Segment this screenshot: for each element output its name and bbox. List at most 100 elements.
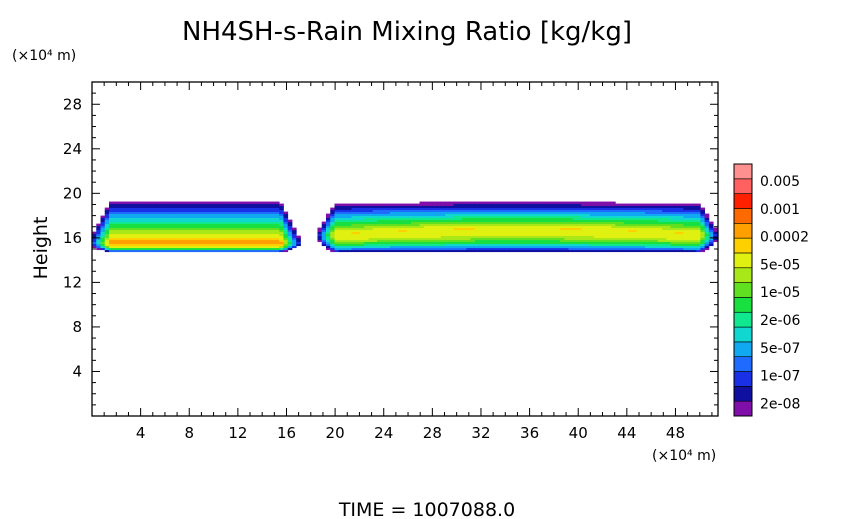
heatmap-cell	[406, 211, 412, 214]
heatmap-cell	[611, 245, 616, 249]
heatmap-cell	[130, 205, 135, 208]
heatmap-cell	[594, 217, 599, 221]
heatmap-cell	[151, 205, 157, 208]
heatmap-cell	[228, 243, 233, 247]
heatmap-cell	[181, 219, 186, 223]
heatmap-cell	[270, 219, 276, 223]
heatmap-cell	[134, 211, 140, 214]
heatmap-cell	[126, 249, 131, 253]
heatmap-cell	[653, 231, 659, 235]
heatmap-cell	[649, 221, 654, 225]
heatmap-cell	[483, 231, 489, 235]
heatmap-cell	[419, 231, 425, 235]
heatmap-cell	[534, 215, 540, 219]
heatmap-cell	[394, 239, 399, 243]
heatmap-cell	[513, 247, 518, 251]
heatmap-cell	[679, 249, 684, 253]
heatmap-cell	[185, 211, 191, 214]
heatmap-cell	[487, 201, 493, 204]
heatmap-cell	[257, 217, 263, 221]
heatmap-cell	[657, 235, 663, 239]
heatmap-cell	[517, 203, 523, 206]
heatmap-cell	[534, 245, 540, 249]
heatmap-cell	[500, 201, 506, 204]
heatmap-cell	[262, 229, 267, 233]
heatmap-cell	[649, 245, 654, 249]
heatmap-cell	[109, 211, 114, 214]
heatmap-cell	[415, 217, 420, 221]
heatmap-cell	[525, 211, 531, 214]
heatmap-cell	[594, 211, 599, 214]
heatmap-cell	[530, 243, 535, 247]
heatmap-cell	[517, 213, 523, 216]
heatmap-cell	[657, 237, 663, 241]
heatmap-cell	[679, 233, 684, 237]
heatmap-cell	[474, 235, 480, 239]
heatmap-cell	[645, 211, 650, 214]
heatmap-cell	[232, 237, 238, 241]
heatmap-cell	[253, 235, 259, 239]
heatmap-cell	[194, 201, 199, 204]
heatmap-cell	[708, 239, 714, 243]
heatmap-cell	[143, 211, 148, 214]
heatmap-cell	[398, 239, 403, 243]
heatmap-cell	[606, 229, 612, 233]
heatmap-cell	[662, 235, 667, 239]
heatmap-cell	[704, 215, 710, 219]
heatmap-cell	[670, 249, 676, 253]
colorbar-swatch	[733, 400, 753, 417]
heatmap-cell	[636, 225, 642, 229]
heatmap-cell	[394, 229, 399, 233]
heatmap-cell	[364, 213, 369, 216]
heatmap-cell	[547, 223, 552, 227]
heatmap-cell	[662, 233, 667, 237]
heatmap-cell	[594, 247, 599, 251]
heatmap-cell	[411, 209, 416, 212]
heatmap-cell	[96, 239, 101, 243]
heatmap-cell	[517, 207, 523, 210]
heatmap-cell	[245, 213, 250, 216]
heatmap-cell	[555, 231, 561, 235]
heatmap-cell	[283, 249, 289, 253]
heatmap-cell	[360, 205, 365, 208]
heatmap-cell	[602, 247, 608, 251]
heatmap-cell	[160, 237, 165, 241]
heatmap-cell	[202, 223, 208, 227]
heatmap-cell	[211, 239, 216, 243]
heatmap-cell	[432, 205, 438, 208]
heatmap-cell	[194, 249, 199, 253]
heatmap-cell	[113, 225, 118, 229]
heatmap-cell	[602, 241, 608, 245]
heatmap-cell	[274, 203, 280, 206]
heatmap-cell	[249, 201, 255, 204]
heatmap-cell	[666, 205, 671, 208]
heatmap-cell	[151, 217, 157, 221]
heatmap-cell	[662, 231, 667, 235]
heatmap-cell	[636, 239, 642, 243]
heatmap-cell	[189, 213, 195, 216]
heatmap-cell	[126, 233, 131, 237]
heatmap-cell	[640, 229, 646, 233]
heatmap-cell	[389, 221, 395, 225]
heatmap-cell	[381, 203, 386, 206]
heatmap-cell	[559, 225, 565, 229]
heatmap-cell	[542, 223, 548, 227]
heatmap-cell	[343, 237, 348, 241]
heatmap-cell	[679, 247, 684, 251]
heatmap-cell	[219, 217, 225, 221]
heatmap-cell	[177, 227, 182, 231]
heatmap-cell	[423, 237, 429, 241]
heatmap-cell	[564, 227, 569, 231]
heatmap-cell	[287, 227, 293, 231]
heatmap-cell	[96, 247, 101, 251]
heatmap-cell	[364, 221, 369, 225]
heatmap-cell	[228, 247, 233, 251]
heatmap-cell	[151, 207, 157, 210]
heatmap-cell	[662, 219, 667, 223]
heatmap-cell	[585, 211, 591, 214]
heatmap-cell	[466, 243, 472, 247]
heatmap-cell	[589, 221, 595, 225]
heatmap-cell	[240, 245, 246, 249]
heatmap-cell	[389, 229, 395, 233]
heatmap-cell	[253, 211, 259, 214]
